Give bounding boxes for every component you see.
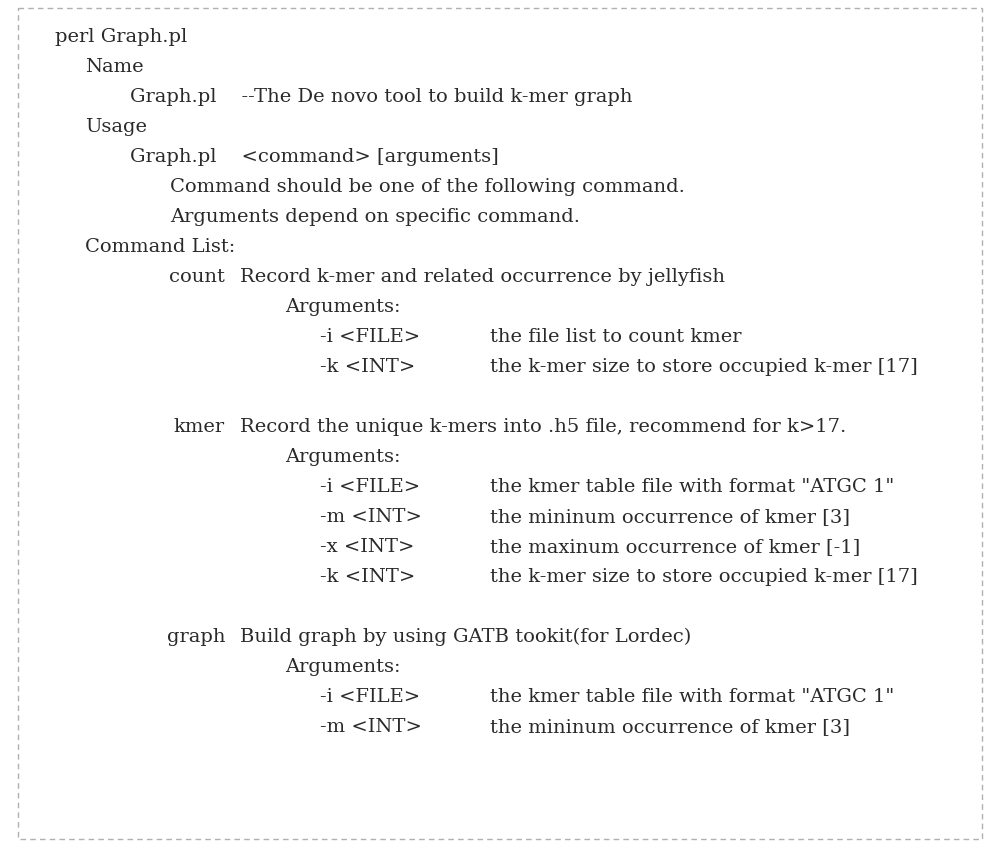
Text: the k-mer size to store occupied k-mer [17]: the k-mer size to store occupied k-mer [… xyxy=(490,568,918,586)
Text: the maxinum occurrence of kmer [-1]: the maxinum occurrence of kmer [-1] xyxy=(490,538,860,556)
Text: perl Graph.pl: perl Graph.pl xyxy=(55,28,187,46)
Text: the mininum occurrence of kmer [3]: the mininum occurrence of kmer [3] xyxy=(490,508,850,526)
Text: -m <INT>: -m <INT> xyxy=(320,718,422,736)
Text: Build graph by using GATB tookit(for Lordec): Build graph by using GATB tookit(for Lor… xyxy=(240,628,691,646)
Text: Command should be one of the following command.: Command should be one of the following c… xyxy=(170,178,685,196)
Text: -k <INT>: -k <INT> xyxy=(320,358,415,376)
Text: the k-mer size to store occupied k-mer [17]: the k-mer size to store occupied k-mer [… xyxy=(490,358,918,376)
Text: -i <FILE>: -i <FILE> xyxy=(320,328,420,346)
Text: the mininum occurrence of kmer [3]: the mininum occurrence of kmer [3] xyxy=(490,718,850,736)
Text: Usage: Usage xyxy=(85,118,147,136)
Text: Graph.pl    <command> [arguments]: Graph.pl <command> [arguments] xyxy=(130,148,499,166)
Text: Record the unique k-mers into .h5 file, recommend for k>17.: Record the unique k-mers into .h5 file, … xyxy=(240,418,846,436)
Text: the kmer table file with format "ATGC 1": the kmer table file with format "ATGC 1" xyxy=(490,688,894,706)
Text: Graph.pl    --The De novo tool to build k-mer graph: Graph.pl --The De novo tool to build k-m… xyxy=(130,88,633,106)
Text: Arguments depend on specific command.: Arguments depend on specific command. xyxy=(170,208,580,226)
Text: Name: Name xyxy=(85,58,144,76)
Text: -i <FILE>: -i <FILE> xyxy=(320,478,420,496)
Text: -k <INT>: -k <INT> xyxy=(320,568,415,586)
Text: -i <FILE>: -i <FILE> xyxy=(320,688,420,706)
Text: Arguments:: Arguments: xyxy=(285,448,400,466)
Text: count: count xyxy=(169,268,225,286)
Text: graph: graph xyxy=(166,628,225,646)
Text: kmer: kmer xyxy=(174,418,225,436)
Text: the kmer table file with format "ATGC 1": the kmer table file with format "ATGC 1" xyxy=(490,478,894,496)
Text: -m <INT>: -m <INT> xyxy=(320,508,422,526)
FancyBboxPatch shape xyxy=(18,8,982,839)
Text: -x <INT>: -x <INT> xyxy=(320,538,414,556)
Text: Arguments:: Arguments: xyxy=(285,658,400,676)
Text: Command List:: Command List: xyxy=(85,238,235,256)
Text: the file list to count kmer: the file list to count kmer xyxy=(490,328,742,346)
Text: Record k-mer and related occurrence by jellyfish: Record k-mer and related occurrence by j… xyxy=(240,268,725,286)
Text: Arguments:: Arguments: xyxy=(285,298,400,316)
